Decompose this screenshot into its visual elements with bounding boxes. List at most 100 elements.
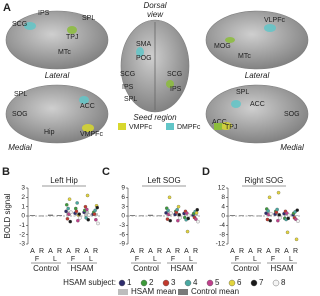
subject-dot bbox=[66, 206, 70, 211]
y-tick-label: 4 bbox=[221, 203, 225, 210]
seed-title: Seed region bbox=[133, 113, 177, 122]
x-subgroup-label: L bbox=[153, 256, 157, 263]
legend-dot bbox=[162, 279, 170, 287]
control-mean-bar bbox=[39, 215, 44, 217]
y-tick-label: 0 bbox=[221, 213, 225, 220]
legend: HSAM subject: 1 2 3 4 5 6 7 8 HSAM mean Control me… bbox=[63, 278, 286, 296]
y-tick-label: -4 bbox=[219, 222, 225, 229]
x-subgroup-label: L bbox=[253, 256, 257, 263]
chart-title: Right SOG bbox=[245, 176, 284, 185]
subject-dot bbox=[168, 218, 172, 223]
legend-swatch bbox=[178, 289, 188, 295]
region-label: SCG bbox=[167, 71, 182, 78]
seed-swatch bbox=[118, 123, 126, 130]
region-label: SPL bbox=[236, 89, 249, 96]
y-axis-label: BOLD signal bbox=[3, 193, 12, 238]
x-subgroup-label: F bbox=[271, 256, 275, 263]
subject-dot bbox=[87, 213, 91, 217]
legend-dot bbox=[206, 279, 214, 287]
subject-dot bbox=[187, 213, 191, 218]
y-tick-label: 0 bbox=[121, 213, 125, 220]
region-label: ACC bbox=[212, 119, 227, 126]
x-subgroup-label: F bbox=[171, 256, 175, 263]
x-tick-label: A bbox=[48, 248, 53, 255]
hsam-mean-bar bbox=[293, 215, 298, 216]
legend-dot bbox=[228, 279, 236, 287]
subject-dot bbox=[277, 213, 281, 217]
seed-label: VMPFc bbox=[129, 124, 152, 131]
x-subgroup-label: F bbox=[235, 256, 239, 263]
legend-label: 7 bbox=[259, 278, 264, 287]
panel-letter: D bbox=[202, 166, 210, 178]
y-tick-label: 1 bbox=[21, 203, 25, 210]
region-label: SPL bbox=[14, 91, 27, 98]
subject-dot bbox=[69, 210, 73, 215]
y-tick-label: 6 bbox=[121, 194, 125, 201]
subject-dot bbox=[268, 218, 272, 223]
region-label: MTc bbox=[58, 49, 71, 56]
x-subgroup-label: L bbox=[189, 256, 193, 263]
region-label: TPJ bbox=[66, 34, 78, 41]
x-subgroup-label: F bbox=[71, 256, 75, 263]
y-tick-label: 9 bbox=[121, 185, 125, 192]
subject-dot bbox=[185, 211, 189, 215]
legend-dot bbox=[250, 279, 258, 287]
x-tick-label: R bbox=[257, 248, 262, 255]
panel-letter: C bbox=[102, 166, 110, 178]
subject-dot bbox=[276, 218, 280, 223]
x-tick-label: A bbox=[66, 248, 71, 255]
subject-dot bbox=[278, 216, 282, 220]
x-tick-label: A bbox=[166, 248, 171, 255]
x-tick-label: A bbox=[84, 248, 89, 255]
panel-letter: A bbox=[3, 2, 11, 14]
x-tick-label: R bbox=[175, 248, 180, 255]
view-label: Medial bbox=[8, 143, 32, 152]
control-mean-bar bbox=[130, 215, 135, 216]
region-label: IPS bbox=[38, 10, 50, 17]
x-tick-label: A bbox=[130, 248, 135, 255]
subject-dot bbox=[74, 209, 79, 214]
hsam-mean-bar bbox=[193, 214, 198, 216]
subject-dot bbox=[92, 212, 97, 216]
subject-dot bbox=[295, 208, 299, 212]
subject-dot bbox=[64, 209, 68, 214]
subject-dot bbox=[275, 207, 279, 212]
subject-dot bbox=[196, 219, 200, 224]
subject-dot bbox=[77, 212, 82, 216]
x-subgroup-label: F bbox=[35, 256, 39, 263]
x-tick-label: R bbox=[75, 248, 80, 255]
subject-dot bbox=[264, 211, 268, 215]
panel-letter: B bbox=[2, 166, 10, 178]
panel-a: A Dorsal view Lateral Lateral Medial Med… bbox=[3, 1, 309, 152]
view-label: Medial bbox=[280, 143, 304, 152]
x-tick-label: A bbox=[30, 248, 35, 255]
subject-dot bbox=[165, 217, 170, 221]
subject-dot bbox=[175, 208, 179, 212]
brain-right-lateral bbox=[205, 10, 309, 70]
region-label: SMA bbox=[136, 41, 152, 48]
x-tick-label: A bbox=[284, 248, 289, 255]
x-group-label: Control bbox=[133, 264, 159, 273]
control-mean-bar bbox=[248, 215, 253, 217]
legend-dot bbox=[184, 279, 192, 287]
region-label: ACC bbox=[250, 101, 265, 108]
subject-dot bbox=[285, 230, 290, 235]
subject-dot bbox=[85, 193, 90, 198]
x-tick-label: R bbox=[193, 248, 198, 255]
y-tick-label: -2 bbox=[19, 231, 25, 238]
subject-dot bbox=[78, 216, 82, 220]
legend-label: 5 bbox=[215, 278, 220, 287]
subject-dot bbox=[276, 190, 281, 195]
legend-label: 8 bbox=[281, 278, 286, 287]
view-label: Lateral bbox=[45, 71, 70, 80]
y-tick-label: -3 bbox=[19, 241, 25, 248]
subject-dot bbox=[68, 219, 73, 224]
subject-dot bbox=[296, 219, 300, 223]
y-tick-label: 3 bbox=[121, 203, 125, 210]
region-label: SOG bbox=[12, 111, 28, 118]
legend-swatch bbox=[118, 289, 128, 295]
control-mean-bar bbox=[48, 214, 53, 216]
legend-dot bbox=[272, 279, 280, 287]
region-labels: SCG IPS SPL TPJ MTc SMA POG SCG SCG IPS … bbox=[12, 10, 300, 138]
